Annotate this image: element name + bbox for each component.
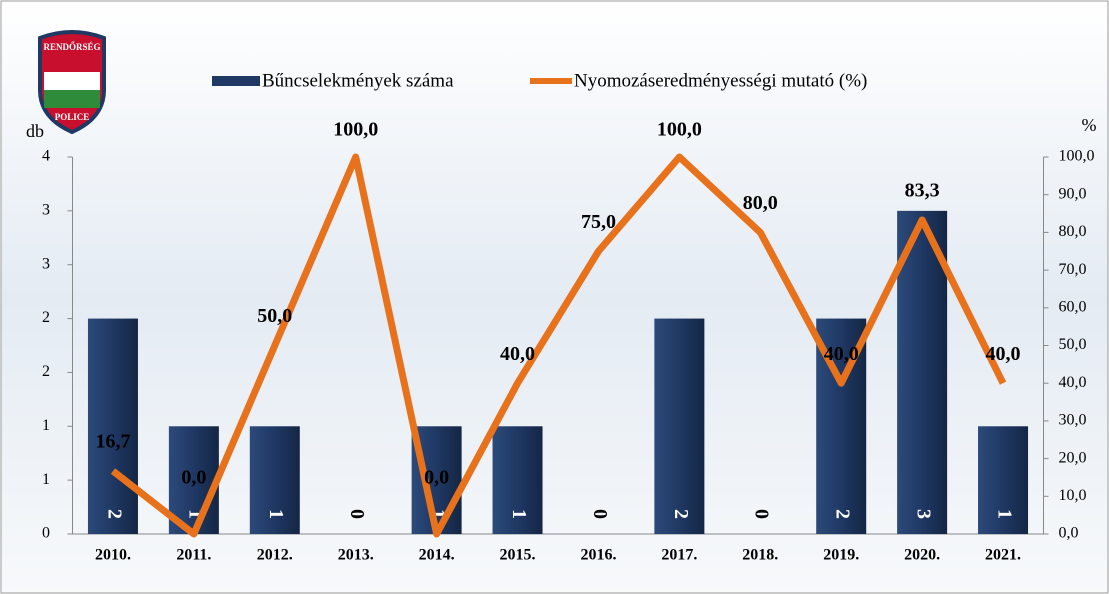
- legend-label: Bűncselekmények száma: [262, 70, 454, 91]
- logo-text: POLICE: [55, 112, 90, 122]
- y-tick-label: 2: [42, 309, 50, 326]
- bar-value-label: 1: [993, 509, 1015, 519]
- y2-tick-label: 50,0: [1059, 336, 1087, 353]
- bar: [88, 319, 138, 534]
- bar-value-label: 3: [913, 509, 935, 519]
- bar-value-label: 0: [346, 509, 368, 519]
- bar: [654, 319, 704, 534]
- y2-tick-label: 80,0: [1059, 223, 1087, 240]
- logo: RENDŐRSÉG POLICE: [40, 32, 104, 132]
- y2-tick-label: 30,0: [1059, 412, 1087, 429]
- y2-tick-label: 100,0: [1059, 148, 1095, 165]
- y2-tick-label: 10,0: [1059, 487, 1087, 504]
- y2-tick-label: 90,0: [1059, 185, 1087, 202]
- line-value-label: 83,3: [905, 180, 940, 202]
- y-tick-label: 4: [42, 148, 50, 165]
- y-tick-label: 2: [42, 363, 50, 380]
- y2-tick-label: 70,0: [1059, 261, 1087, 278]
- y-axis-label: db: [26, 121, 44, 141]
- line-value-label: 75,0: [581, 211, 616, 233]
- x-tick-label: 2017.: [661, 547, 697, 564]
- x-tick-label: 2016.: [580, 547, 616, 564]
- logo-stripe: [44, 90, 100, 108]
- x-tick-label: 2019.: [823, 547, 859, 564]
- bar-value-label: 2: [832, 509, 854, 519]
- y2-tick-label: 20,0: [1059, 449, 1087, 466]
- page: RENDŐRSÉG POLICE db % 011223340,010,020,…: [0, 0, 1109, 594]
- logo-stripe: [44, 72, 100, 90]
- bar-value-label: 0: [589, 509, 611, 519]
- bar-value-label: 1: [508, 509, 530, 519]
- y2-tick-label: 60,0: [1059, 298, 1087, 315]
- x-tick-label: 2010.: [95, 547, 131, 564]
- x-tick-label: 2020.: [904, 547, 940, 564]
- y-tick-label: 3: [42, 202, 50, 219]
- y2-axis-label: %: [1082, 115, 1097, 135]
- x-tick-label: 2013.: [338, 547, 374, 564]
- y-tick-label: 0: [42, 525, 50, 542]
- line-value-label: 0,0: [181, 467, 206, 489]
- line-value-label: 40,0: [986, 343, 1021, 365]
- x-tick-label: 2021.: [985, 547, 1021, 564]
- y2-tick-label: 0,0: [1059, 525, 1079, 542]
- x-tick-label: 2018.: [742, 547, 778, 564]
- line-value-label: 16,7: [95, 431, 130, 453]
- y2-tick-label: 40,0: [1059, 374, 1087, 391]
- x-tick-label: 2011.: [176, 547, 211, 564]
- bar-value-label: 2: [670, 509, 692, 519]
- legend-label: Nyomozáseredményességi mutató (%): [574, 70, 867, 91]
- y-tick-label: 1: [42, 417, 50, 434]
- line-value-label: 80,0: [743, 192, 778, 214]
- x-tick-label: 2015.: [500, 547, 536, 564]
- line-value-label: 100,0: [333, 119, 378, 141]
- x-tick-label: 2014.: [419, 547, 455, 564]
- legend-swatch: [212, 76, 260, 86]
- chart: RENDŐRSÉG POLICE db % 011223340,010,020,…: [0, 0, 1109, 594]
- y-tick-label: 3: [42, 255, 50, 272]
- bar-value-label: 1: [265, 509, 287, 519]
- line-value-label: 0,0: [424, 467, 449, 489]
- line-value-label: 100,0: [657, 119, 702, 141]
- line-value-label: 40,0: [824, 343, 859, 365]
- x-tick-label: 2012.: [257, 547, 293, 564]
- bar-value-label: 0: [751, 509, 773, 519]
- logo-text: RENDŐRSÉG: [43, 42, 100, 52]
- y-tick-label: 1: [42, 471, 50, 488]
- bar-value-label: 2: [103, 509, 125, 519]
- line-value-label: 50,0: [257, 305, 292, 327]
- line-value-label: 40,0: [500, 343, 535, 365]
